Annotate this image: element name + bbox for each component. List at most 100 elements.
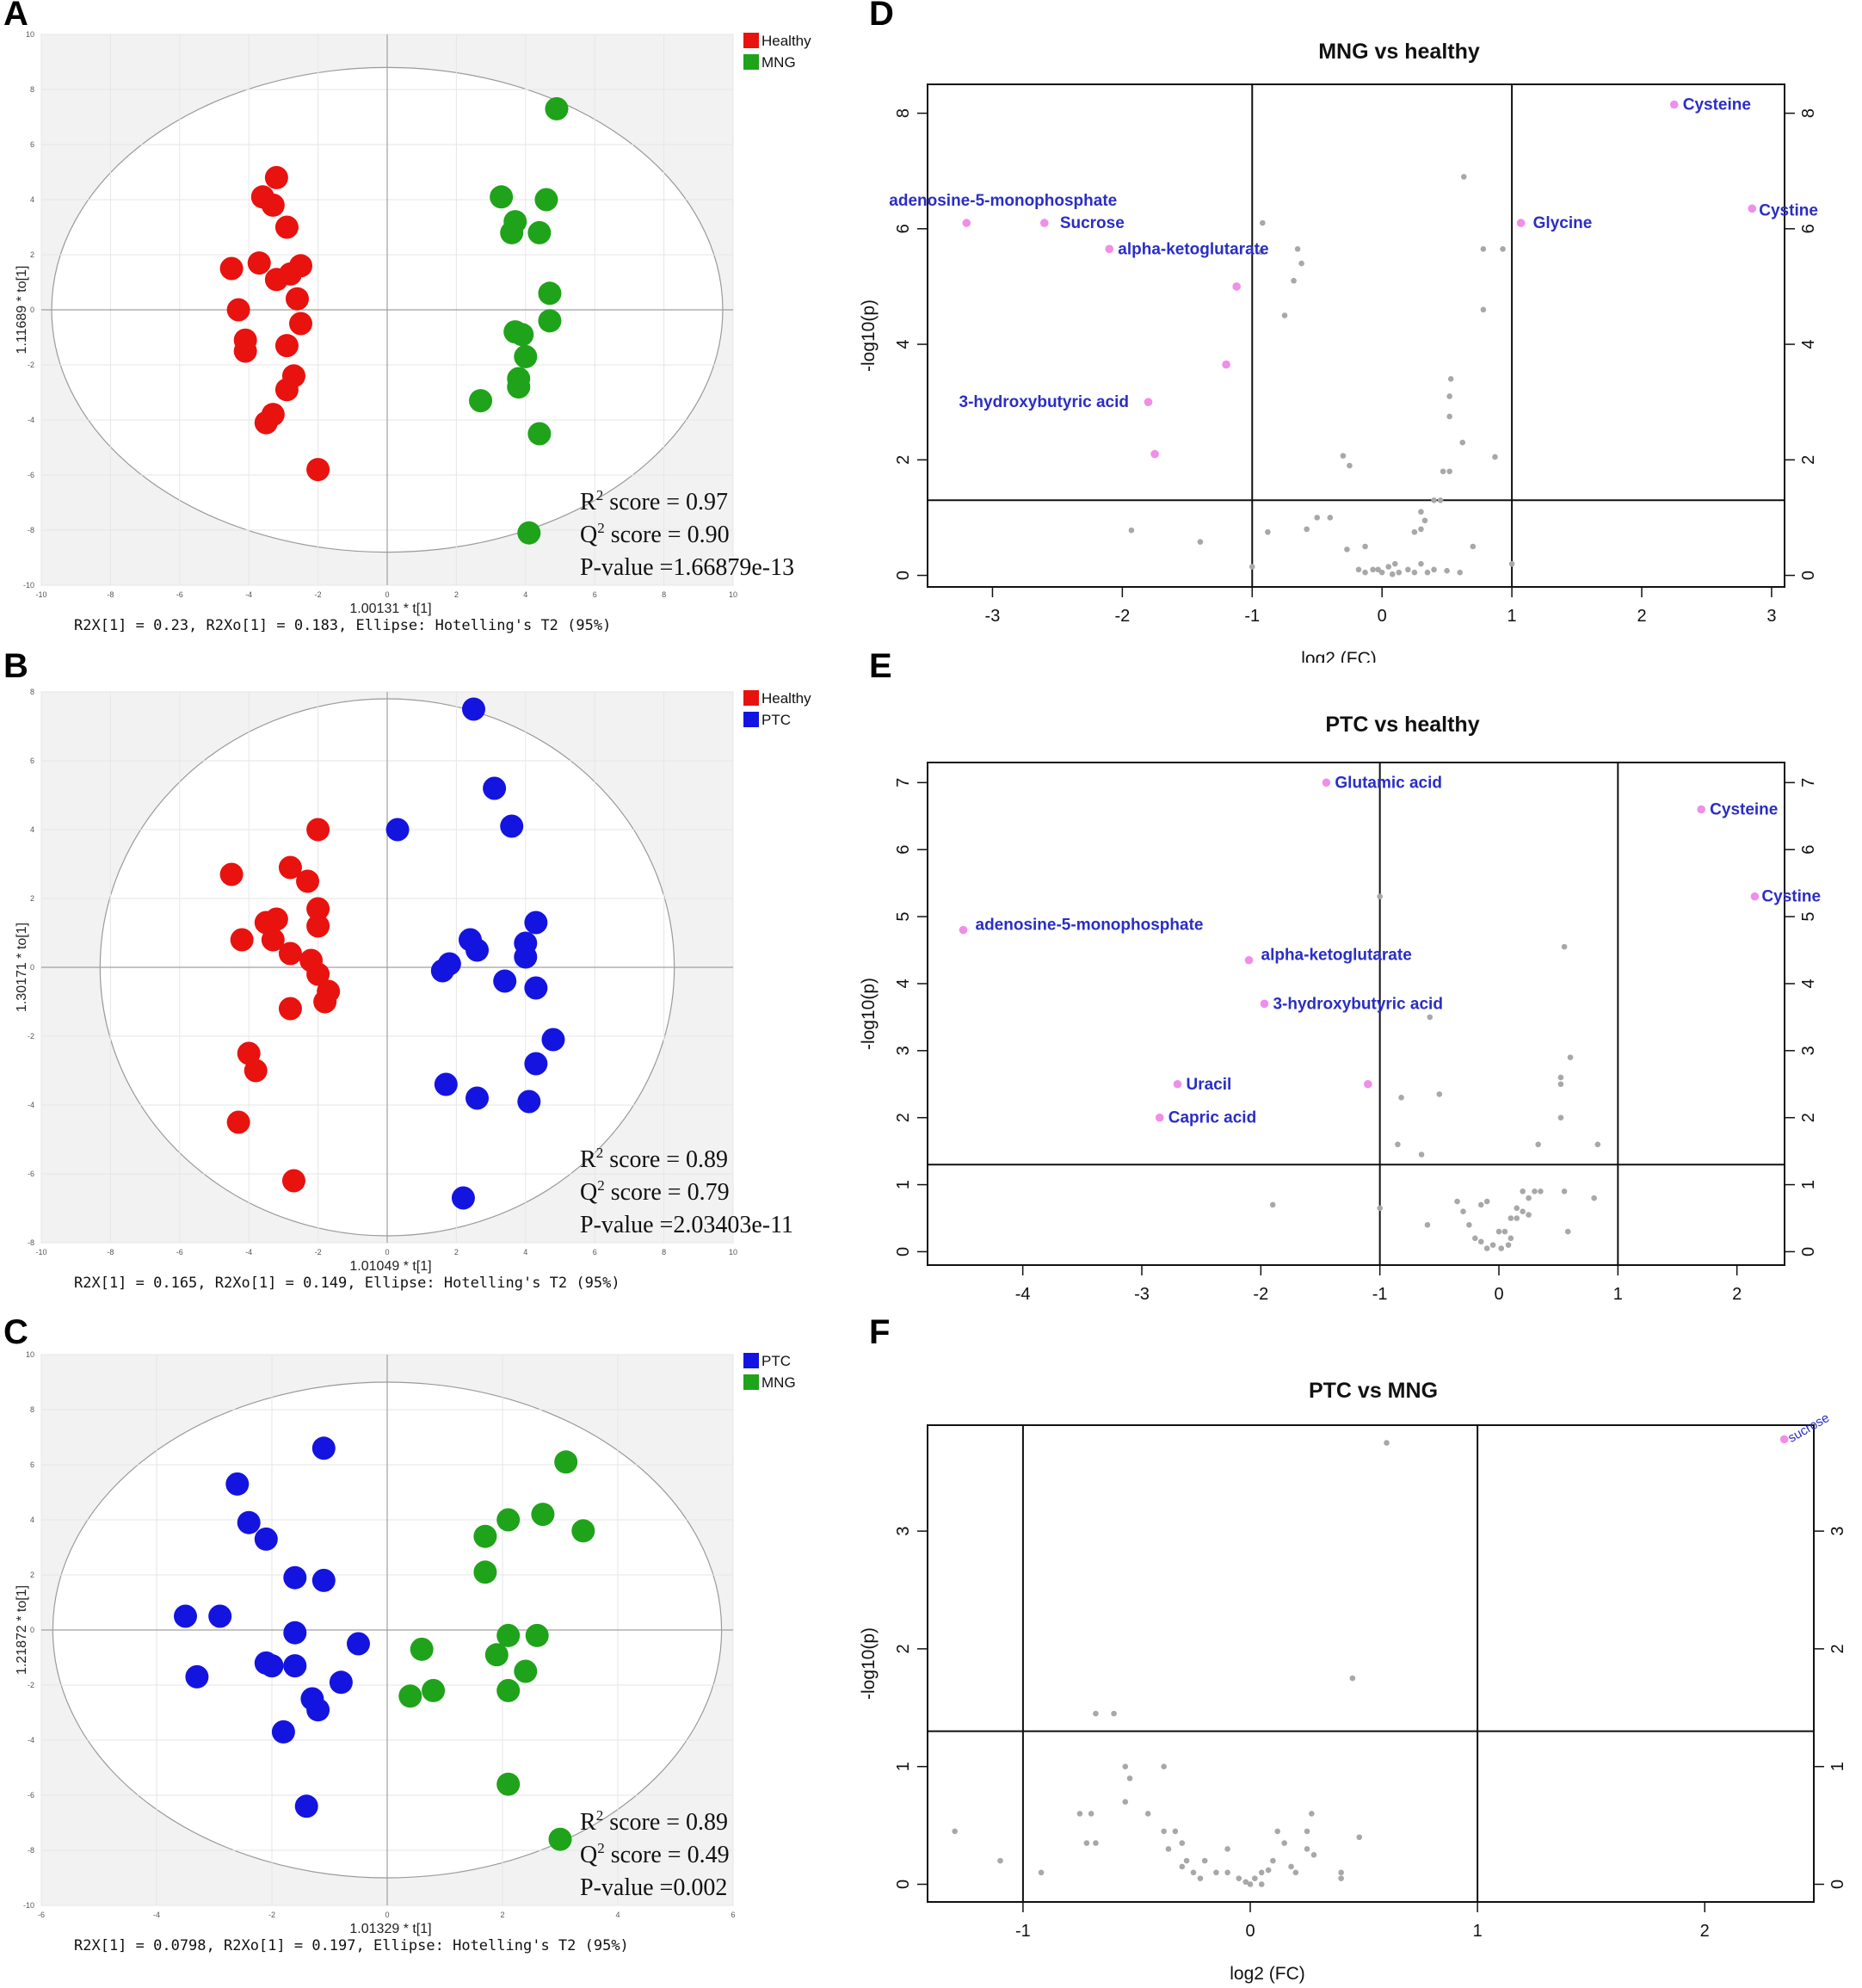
point-d-ns-43	[1424, 569, 1431, 576]
metabolite-label-d-3: alpha-ketoglutarate	[1118, 240, 1268, 258]
point-f-ns-28	[1252, 1875, 1258, 1881]
point-c-ptc-6	[174, 1604, 197, 1628]
y-tick-label-left-d-1: 2	[894, 455, 913, 465]
y-axis-title-f: -log10(p)	[859, 1627, 879, 1700]
x-tick-label-b-7: 4	[523, 1248, 527, 1256]
panel-letter-b: B	[3, 647, 28, 685]
point-f-ns-19	[1165, 1846, 1172, 1852]
point-c-mng-9	[484, 1643, 509, 1667]
point-d-ns-26	[1314, 515, 1321, 521]
point-c-mng-0	[554, 1450, 578, 1474]
x-tick-label-d-2: -1	[1244, 607, 1260, 626]
y-tick-label-left-e-7: 7	[894, 778, 913, 787]
point-f-ns-20	[1179, 1863, 1186, 1870]
y-tick-label-left-d-2: 4	[894, 340, 913, 349]
point-a-healthy-4	[219, 256, 244, 281]
point-d-ns-18	[1446, 468, 1452, 475]
y-tick-label-right-f-1: 1	[1828, 1762, 1847, 1771]
point-e-ns-34	[1591, 1195, 1597, 1201]
x-tick-label-e-2: -2	[1253, 1285, 1268, 1304]
point-f-ns-5	[1126, 1775, 1133, 1781]
point-d-ns-29	[1265, 528, 1271, 535]
point-f-ns-42	[1183, 1857, 1190, 1864]
point-e-significant-2	[1244, 955, 1254, 965]
point-f-ns-25	[1236, 1875, 1242, 1881]
point-a-healthy-9	[285, 287, 309, 311]
point-e-ns-13	[1520, 1188, 1526, 1195]
point-d-ns-25	[1327, 515, 1334, 521]
x-tick-label-a-9: 8	[662, 590, 666, 599]
point-e-ns-38	[1377, 1205, 1383, 1212]
y-tick-label-a-2: -6	[28, 471, 34, 479]
x-tick-label-e-4: 0	[1494, 1285, 1503, 1304]
point-e-ns-22	[1483, 1245, 1490, 1251]
point-a-mng-0	[545, 96, 569, 120]
point-c-mng-6	[496, 1623, 521, 1647]
legend-label-c-1: MNG	[761, 1374, 796, 1391]
point-a-mng-4	[500, 220, 524, 244]
y-axis-title-a: 1.11689 * to[1]	[15, 266, 29, 355]
stat-line-b-1: Q2 score = 0.79	[580, 1177, 730, 1206]
point-d-ns-20	[1437, 497, 1444, 503]
volcano-plot-e: PTC vs healthy -4 -3 -2 -1 0 1 2 0 0 1 1 2 2 3 3 4 4 5 5 6 6 7…	[859, 713, 1821, 1304]
y-tick-label-left-e-2: 2	[894, 1113, 913, 1122]
panel-letter-e: E	[869, 647, 892, 685]
y-tick-label-right-f-0: 0	[1828, 1880, 1847, 1889]
point-d-ns-37	[1385, 564, 1392, 570]
point-b-healthy-8	[230, 928, 254, 952]
x-tick-label-a-2: -6	[176, 590, 183, 599]
point-e-ns-7	[1436, 1091, 1443, 1097]
point-d-ns-13	[1446, 413, 1452, 420]
point-d-ns-23	[1411, 528, 1418, 535]
point-f-ns-1	[1349, 1675, 1356, 1682]
y-tick-label-c-8: 6	[30, 1460, 34, 1469]
y-tick-label-right-f-3: 3	[1828, 1527, 1847, 1536]
point-b-healthy-12	[306, 962, 330, 986]
point-b-healthy-2	[278, 855, 302, 880]
point-f-significant-0	[1779, 1435, 1789, 1444]
point-d-ns-6	[1281, 312, 1288, 318]
point-b-ptc-3	[385, 818, 410, 842]
point-b-ptc-15	[434, 1072, 458, 1096]
x-tick-label-b-0: -10	[35, 1248, 46, 1256]
point-e-ns-32	[1561, 1188, 1568, 1195]
point-a-mng-2	[534, 188, 558, 212]
point-d-ns-40	[1405, 566, 1411, 573]
point-f-ns-14	[997, 1857, 1003, 1864]
point-e-ns-36	[1424, 1221, 1431, 1228]
point-c-mng-11	[496, 1678, 521, 1702]
y-tick-label-a-7: 4	[30, 195, 34, 204]
point-e-ns-8	[1395, 1141, 1401, 1148]
metabolite-label-d-6: 3-hydroxybutyric acid	[959, 393, 1129, 411]
point-d-ns-11	[1446, 393, 1452, 399]
y-tick-label-c-4: -2	[28, 1681, 34, 1689]
point-f-ns-37	[1310, 1851, 1317, 1858]
x-tick-label-a-1: -8	[107, 590, 114, 599]
point-f-ns-0	[1384, 1440, 1390, 1446]
point-d-ns-35	[1370, 566, 1376, 573]
x-tick-label-e-0: -4	[1015, 1285, 1031, 1304]
y-tick-label-left-f-0: 0	[894, 1880, 913, 1889]
point-c-ptc-8	[283, 1621, 307, 1645]
y-tick-label-right-d-2: 4	[1799, 340, 1818, 349]
point-a-mng-14	[527, 422, 552, 446]
point-b-ptc-1	[483, 776, 507, 800]
x-tick-label-d-5: 2	[1637, 607, 1646, 626]
y-tick-label-right-d-0: 0	[1799, 571, 1818, 580]
point-b-ptc-7	[466, 938, 490, 962]
point-d-significant-1	[1040, 219, 1049, 227]
point-b-healthy-10	[278, 942, 302, 966]
x-tick-label-d-4: 1	[1507, 607, 1517, 626]
point-c-ptc-18	[294, 1794, 318, 1818]
point-e-ns-15	[1532, 1188, 1538, 1195]
y-tick-label-right-e-1: 1	[1799, 1180, 1818, 1189]
point-f-ns-34	[1304, 1846, 1310, 1852]
point-a-healthy-8	[289, 254, 312, 278]
footer-a: R2X[1] = 0.23, R2Xo[1] = 0.183, Ellipse:…	[74, 617, 611, 634]
metabolite-label-e-6: Uracil	[1187, 1076, 1232, 1094]
legend-label-b-1: PTC	[761, 712, 791, 728]
point-e-significant-0	[1322, 778, 1331, 787]
point-d-ns-33	[1355, 566, 1362, 573]
y-tick-label-b-1: -6	[28, 1170, 34, 1178]
point-a-healthy-0	[264, 165, 288, 189]
